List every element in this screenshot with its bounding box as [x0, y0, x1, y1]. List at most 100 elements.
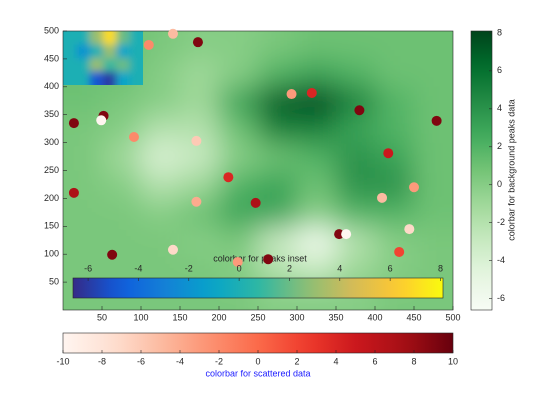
colorbar-tick-label: 0	[497, 179, 502, 189]
x-tick-label: 200	[211, 312, 226, 322]
heat-cell	[258, 198, 298, 227]
colorbar-tick-label: -2	[185, 263, 193, 273]
inset-cell	[116, 31, 131, 45]
heat-cell	[219, 31, 259, 60]
x-tick-label: 500	[445, 312, 460, 322]
inset-cell	[63, 71, 77, 85]
heat-cell	[336, 31, 376, 60]
heat-cell	[297, 114, 337, 144]
heat-cell	[219, 114, 259, 144]
heat-cell	[102, 142, 142, 171]
inset	[63, 31, 143, 85]
y-tick-label: 200	[44, 193, 59, 203]
heat-cell	[414, 31, 453, 60]
heat-cell	[63, 198, 103, 227]
colorbar-tick-label: -4	[176, 356, 184, 366]
colorbar-tick-label: 8	[497, 27, 502, 37]
colorbar-tick-label: 4	[333, 356, 338, 366]
x-tick-label: 300	[289, 312, 304, 322]
inset-cell	[76, 31, 91, 45]
inset-cell	[103, 71, 117, 85]
colorbar-tick-label: -6	[137, 356, 145, 366]
heat-cell	[63, 114, 103, 144]
y-tick-label: 400	[44, 81, 59, 91]
x-tick-label: 450	[406, 312, 421, 322]
scatter-point	[143, 39, 154, 50]
y-tick-label: 300	[44, 137, 59, 147]
heat-cell	[375, 142, 415, 171]
heat-cell	[180, 58, 220, 88]
heat-cell	[258, 170, 298, 199]
scatter-colorbar-label: colorbar for scattered data	[205, 368, 310, 378]
heat-cell	[375, 31, 415, 60]
y-tick-label: 450	[44, 53, 59, 63]
heat-cell	[102, 86, 142, 116]
scatter-point	[96, 115, 107, 126]
colorbar-tick-label: -4	[134, 263, 142, 273]
y-tick-label: 350	[44, 109, 59, 119]
heat-cell	[336, 58, 376, 88]
heat-cell	[102, 170, 142, 199]
scatter-point	[354, 105, 365, 116]
heat-cell	[297, 142, 337, 171]
y-tick-label: 50	[49, 276, 59, 286]
x-tick-label: 400	[367, 312, 382, 322]
heat-cell	[414, 86, 453, 116]
heat-cell	[414, 170, 453, 199]
inset-cell	[129, 71, 143, 85]
colorbar-tick-label: 2	[287, 263, 292, 273]
colorbar-tick-label: 8	[411, 356, 416, 366]
inset-cell	[63, 44, 77, 59]
inset-cell	[89, 71, 104, 85]
colorbar-tick-label: 10	[448, 356, 458, 366]
inset-cell	[116, 58, 131, 72]
heat-cell	[336, 114, 376, 144]
x-tick-label: 350	[328, 312, 343, 322]
heatmap-colorbar-label: colorbar for background peaks data	[506, 99, 516, 241]
heat-cell	[219, 58, 259, 88]
inset-cell	[76, 71, 91, 85]
inset-cell	[103, 31, 117, 45]
y-tick-label: 500	[44, 25, 59, 35]
heat-cell	[297, 58, 337, 88]
colorbar-tick-label: 6	[497, 65, 502, 75]
inset-cell	[76, 58, 91, 72]
colorbar-tick-label: 4	[337, 263, 342, 273]
scatter-point	[334, 229, 345, 240]
scatter-point	[191, 135, 202, 146]
heat-cell	[219, 86, 259, 116]
heat-cell	[297, 170, 337, 199]
colorbar-tick-label: 2	[497, 141, 502, 151]
heat-cell	[180, 226, 220, 255]
inset-colorbar	[72, 277, 444, 299]
inset-cell	[103, 58, 117, 72]
inset-cell	[116, 71, 131, 85]
scatter-point	[263, 254, 274, 265]
scatter-point	[306, 87, 317, 98]
heat-cell	[63, 142, 103, 171]
scatter-point	[167, 244, 178, 255]
heat-cell	[141, 58, 181, 88]
heat-cell	[414, 198, 453, 227]
scatter-point	[192, 37, 203, 48]
heat-cell	[63, 226, 103, 255]
inset-cell	[89, 44, 104, 59]
colorbar-tick-label: 0	[237, 263, 242, 273]
heat-cell	[258, 114, 298, 144]
heat-cell	[258, 58, 298, 88]
heat-cell	[63, 86, 103, 116]
heat-cell	[141, 86, 181, 116]
inset-colorbar-label: colorbar for peaks inset	[213, 253, 307, 263]
inset-cell	[76, 44, 91, 59]
colorbar-tick-label: -8	[98, 356, 106, 366]
inset-cell	[116, 44, 131, 59]
x-tick-label: 150	[172, 312, 187, 322]
scatter-point	[68, 187, 79, 198]
inset-cell	[129, 31, 143, 45]
heat-cell	[141, 114, 181, 144]
inset-cell	[129, 58, 143, 72]
x-tick-label: 50	[97, 312, 107, 322]
heat-cell	[375, 114, 415, 144]
y-tick-label: 100	[44, 249, 59, 259]
